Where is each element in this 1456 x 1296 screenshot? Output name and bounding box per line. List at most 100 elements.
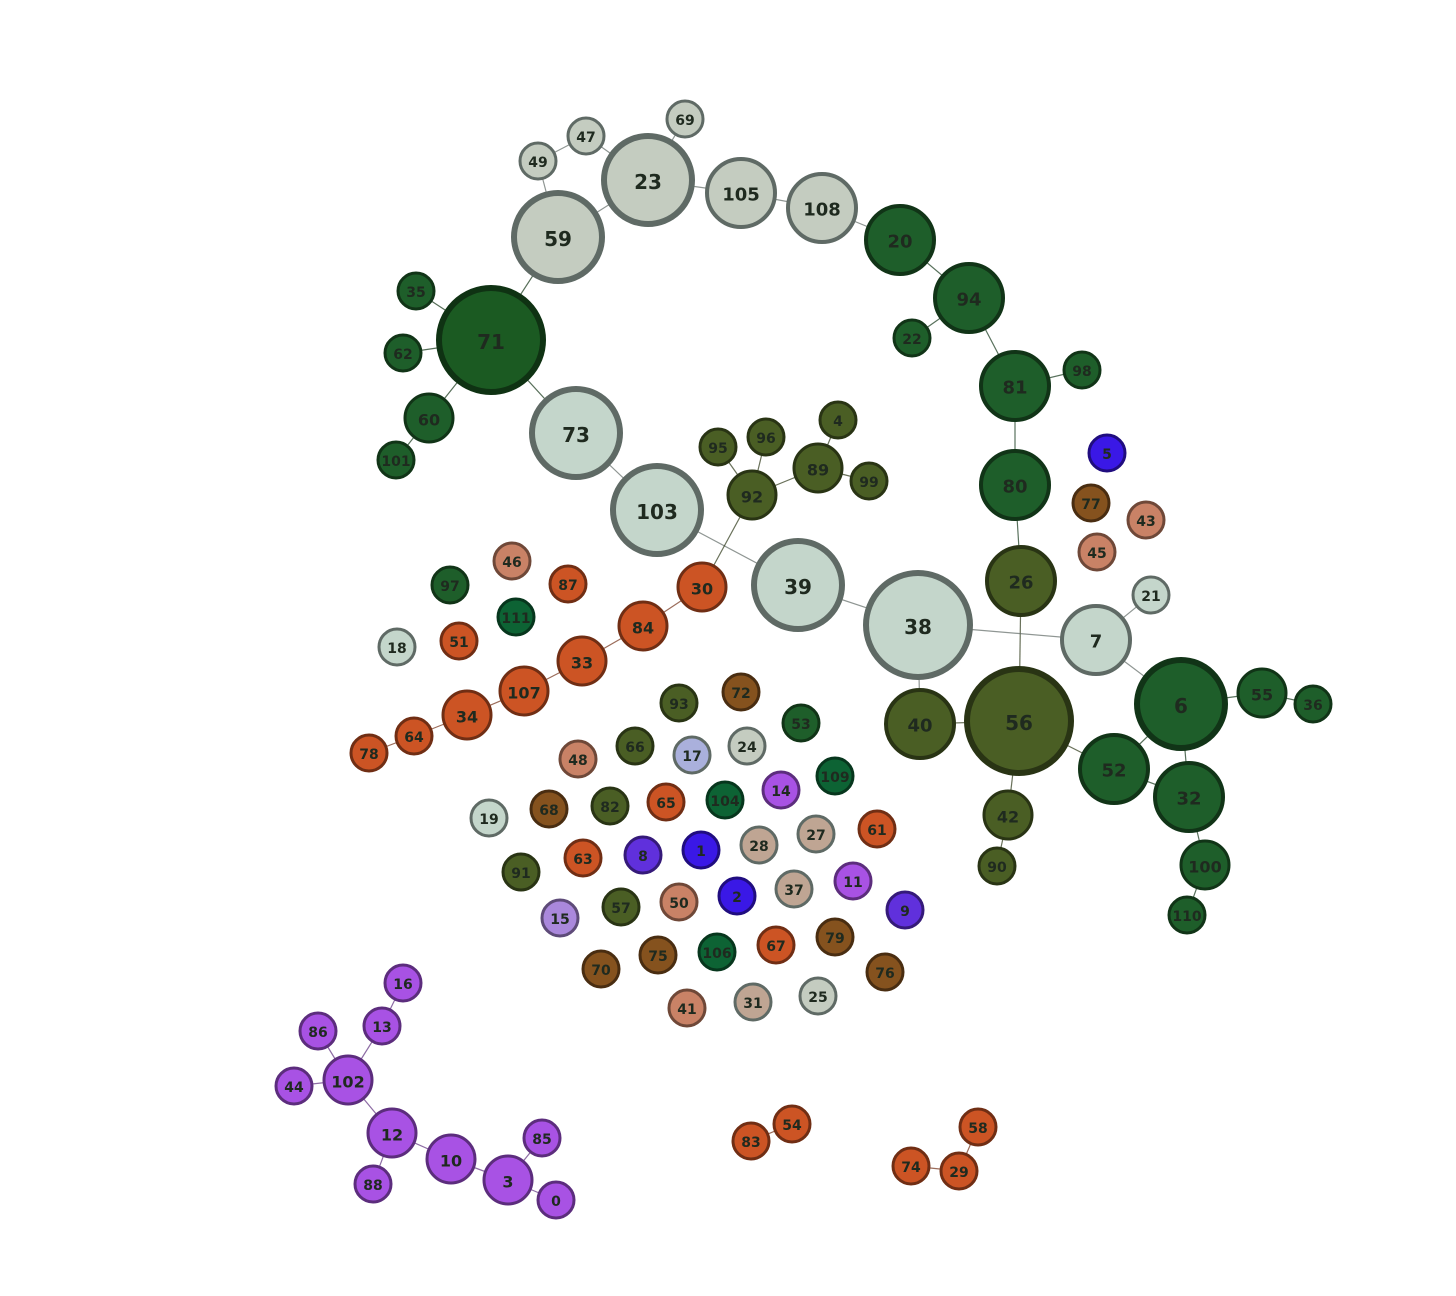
node-23[interactable]: 23 [601,133,695,227]
node-62[interactable]: 62 [383,333,423,373]
node-circle[interactable] [383,963,423,1003]
node-circle[interactable] [436,285,546,395]
node-circle[interactable] [1087,433,1127,473]
node-circle[interactable] [566,116,606,156]
node-circle[interactable] [1236,667,1288,719]
node-circle[interactable] [590,786,630,826]
node-circle[interactable] [786,172,858,244]
node-22[interactable]: 22 [892,318,932,358]
node-circle[interactable] [979,449,1051,521]
node-2[interactable]: 2 [717,876,757,916]
node-72[interactable]: 72 [721,672,761,712]
node-76[interactable]: 76 [865,952,905,992]
node-circle[interactable] [977,846,1017,886]
node-21[interactable]: 21 [1131,575,1171,615]
node-48[interactable]: 48 [558,739,598,779]
node-circle[interactable] [529,386,623,480]
node-circle[interactable] [672,735,712,775]
node-99[interactable]: 99 [849,461,889,501]
node-circle[interactable] [985,545,1057,617]
node-42[interactable]: 42 [982,789,1034,841]
node-95[interactable]: 95 [698,427,738,467]
node-12[interactable]: 12 [366,1107,418,1159]
node-96[interactable]: 96 [746,417,786,457]
node-circle[interactable] [529,789,569,829]
node-97[interactable]: 97 [430,565,470,605]
node-circle[interactable] [865,952,905,992]
node-circle[interactable] [815,756,855,796]
node-58[interactable]: 58 [958,1107,998,1147]
node-78[interactable]: 78 [349,733,389,773]
node-55[interactable]: 55 [1236,667,1288,719]
node-105[interactable]: 105 [705,157,777,229]
node-circle[interactable] [964,666,1074,776]
node-81[interactable]: 81 [979,350,1051,422]
node-circle[interactable] [394,716,434,756]
node-31[interactable]: 31 [733,982,773,1022]
node-25[interactable]: 25 [798,976,838,1016]
node-circle[interactable] [792,442,844,494]
node-circle[interactable] [659,882,699,922]
node-circle[interactable] [1131,575,1171,615]
node-28[interactable]: 28 [739,825,779,865]
node-7[interactable]: 7 [1060,604,1132,676]
node-circle[interactable] [430,565,470,605]
node-3[interactable]: 3 [482,1154,534,1206]
node-circle[interactable] [857,809,897,849]
node-13[interactable]: 13 [362,1006,402,1046]
node-18[interactable]: 18 [377,627,417,667]
node-circle[interactable] [511,190,605,284]
node-circle[interactable] [601,133,695,227]
node-16[interactable]: 16 [383,963,423,1003]
node-93[interactable]: 93 [659,683,699,723]
node-103[interactable]: 103 [610,463,704,557]
node-circle[interactable] [1167,895,1207,935]
node-circle[interactable] [492,541,532,581]
node-82[interactable]: 82 [590,786,630,826]
node-36[interactable]: 36 [1293,684,1333,724]
node-circle[interactable] [979,350,1051,422]
node-61[interactable]: 61 [857,809,897,849]
node-4[interactable]: 4 [818,400,858,440]
node-circle[interactable] [697,932,737,972]
node-84[interactable]: 84 [617,600,669,652]
node-circle[interactable] [751,538,845,632]
node-63[interactable]: 63 [563,838,603,878]
node-circle[interactable] [353,1164,393,1204]
node-circle[interactable] [298,1011,338,1051]
node-57[interactable]: 57 [601,887,641,927]
node-50[interactable]: 50 [659,882,699,922]
node-circle[interactable] [469,798,509,838]
node-circle[interactable] [646,782,686,822]
node-circle[interactable] [733,982,773,1022]
node-circle[interactable] [982,789,1034,841]
node-circle[interactable] [698,427,738,467]
node-circle[interactable] [731,1121,771,1161]
node-circle[interactable] [383,333,423,373]
node-circle[interactable] [933,262,1005,334]
node-98[interactable]: 98 [1062,350,1102,390]
node-45[interactable]: 45 [1077,532,1117,572]
node-107[interactable]: 107 [498,665,550,717]
node-circle[interactable] [717,876,757,916]
node-circle[interactable] [1060,604,1132,676]
node-circle[interactable] [377,627,417,667]
node-65[interactable]: 65 [646,782,686,822]
node-15[interactable]: 15 [540,898,580,938]
node-75[interactable]: 75 [638,935,678,975]
node-circle[interactable] [756,925,796,965]
node-109[interactable]: 109 [815,756,855,796]
node-0[interactable]: 0 [536,1180,576,1220]
node-90[interactable]: 90 [977,846,1017,886]
node-34[interactable]: 34 [441,689,493,741]
node-41[interactable]: 41 [667,988,707,1028]
node-39[interactable]: 39 [751,538,845,632]
node-8[interactable]: 8 [623,835,663,875]
node-circle[interactable] [1071,483,1111,523]
node-6[interactable]: 6 [1134,657,1228,751]
node-17[interactable]: 17 [672,735,712,775]
node-circle[interactable] [638,935,678,975]
node-circle[interactable] [617,600,669,652]
node-circle[interactable] [522,1118,562,1158]
node-26[interactable]: 26 [985,545,1057,617]
